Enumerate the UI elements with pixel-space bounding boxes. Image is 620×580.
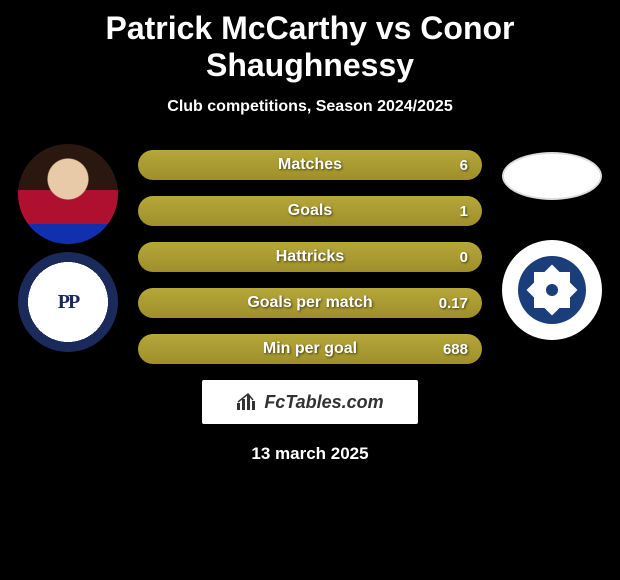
page-title: Patrick McCarthy vs Conor Shaughnessy — [0, 0, 620, 84]
player-photo-left — [18, 144, 118, 244]
star-icon — [534, 272, 570, 308]
bar-chart-icon — [236, 393, 258, 411]
stat-right-value: 6 — [460, 157, 468, 174]
stat-label: Min per goal — [138, 340, 482, 358]
stat-row-hattricks: Hattricks 0 — [138, 242, 482, 272]
right-player-column — [492, 144, 612, 340]
preston-pp-icon: PP — [58, 291, 78, 314]
stat-right-value: 0 — [460, 249, 468, 266]
date: 13 march 2025 — [0, 444, 620, 464]
stat-right-value: 1 — [460, 203, 468, 220]
watermark-text: FcTables.com — [264, 392, 383, 413]
club-badge-left: PP — [18, 252, 118, 352]
stats-list: Matches 6 Goals 1 Hattricks 0 Goals per … — [138, 144, 482, 364]
stat-row-goals-per-match: Goals per match 0.17 — [138, 288, 482, 318]
player-photo-right — [502, 152, 602, 200]
stat-row-goals: Goals 1 — [138, 196, 482, 226]
watermark: FcTables.com — [202, 380, 418, 424]
stat-label: Matches — [138, 156, 482, 174]
stat-row-min-per-goal: Min per goal 688 — [138, 334, 482, 364]
portsmouth-inner-icon — [518, 256, 586, 324]
stat-right-value: 0.17 — [439, 295, 468, 312]
comparison-content: PP Matches 6 Goals 1 Hattricks 0 — [0, 144, 620, 464]
stat-row-matches: Matches 6 — [138, 150, 482, 180]
club-badge-right — [502, 240, 602, 340]
stat-label: Goals per match — [138, 294, 482, 312]
subtitle: Club competitions, Season 2024/2025 — [0, 98, 620, 116]
stat-right-value: 688 — [443, 341, 468, 358]
stat-label: Goals — [138, 202, 482, 220]
stat-label: Hattricks — [138, 248, 482, 266]
left-player-column: PP — [8, 144, 128, 352]
